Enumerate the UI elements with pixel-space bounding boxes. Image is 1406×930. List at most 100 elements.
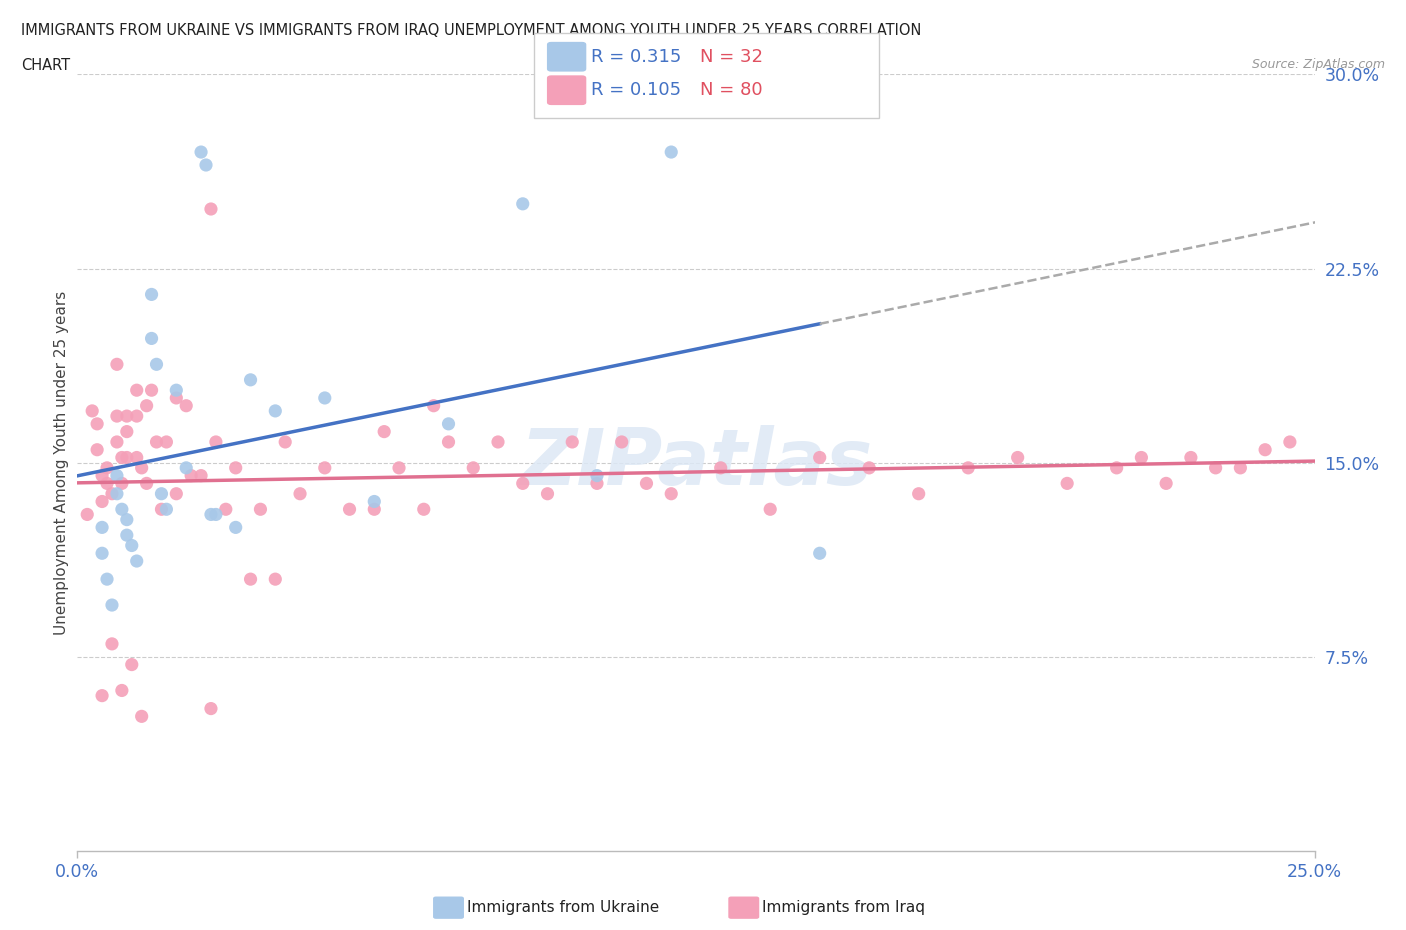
Point (225, 460, 247, 475)
Point (121, 658, 143, 672)
Point (86, 443, 108, 458)
Point (463, 460, 485, 475)
Point (165, 391, 187, 405)
Text: CHART: CHART (21, 58, 70, 73)
Point (101, 636, 124, 651)
Point (610, 434, 633, 449)
Point (91, 520, 114, 535)
Point (145, 357, 167, 372)
Point (76, 507, 98, 522)
Point (1056, 476, 1078, 491)
Point (858, 460, 880, 475)
Point (150, 486, 173, 501)
Point (101, 598, 124, 613)
Point (190, 468, 212, 483)
Point (200, 507, 222, 522)
Point (512, 476, 534, 491)
Point (1180, 450, 1202, 465)
Point (808, 450, 831, 465)
Point (91, 494, 114, 509)
Point (957, 460, 980, 475)
Point (388, 460, 411, 475)
Point (165, 383, 187, 398)
Point (586, 468, 609, 483)
Point (536, 486, 558, 501)
Point (808, 546, 831, 561)
Point (373, 424, 395, 439)
Point (225, 520, 247, 535)
Point (200, 701, 222, 716)
Point (190, 144, 212, 160)
Text: Immigrants from Ukraine: Immigrants from Ukraine (467, 900, 659, 915)
Point (180, 468, 202, 483)
Point (96, 572, 118, 587)
Point (111, 450, 134, 465)
Point (759, 502, 782, 517)
Point (1205, 460, 1227, 475)
Text: R = 0.315: R = 0.315 (591, 47, 681, 66)
Point (155, 434, 177, 449)
Point (111, 502, 134, 517)
Point (115, 512, 138, 527)
Point (437, 417, 460, 432)
Text: N = 32: N = 32 (700, 47, 763, 66)
Point (115, 450, 138, 465)
Point (141, 383, 163, 398)
Text: ZIPatlas: ZIPatlas (520, 425, 872, 500)
Point (363, 502, 385, 517)
Text: N = 80: N = 80 (700, 81, 763, 100)
Point (145, 434, 167, 449)
Point (1254, 443, 1277, 458)
Point (205, 434, 228, 449)
Point (1278, 434, 1301, 449)
Point (141, 287, 163, 302)
Point (91, 546, 114, 561)
Text: Source: ZipAtlas.com: Source: ZipAtlas.com (1251, 58, 1385, 71)
Point (125, 408, 148, 423)
Point (135, 476, 157, 491)
Point (561, 434, 583, 449)
Point (125, 450, 148, 465)
Point (135, 398, 157, 413)
Point (636, 476, 658, 491)
Point (115, 408, 138, 423)
Point (314, 391, 336, 405)
Point (239, 372, 262, 387)
Y-axis label: Unemployment Among Youth under 25 years: Unemployment Among Youth under 25 years (53, 290, 69, 635)
Point (111, 683, 134, 698)
Point (91, 468, 114, 483)
Text: IMMIGRANTS FROM UKRAINE VS IMMIGRANTS FROM IRAQ UNEMPLOYMENT AMONG YOUTH UNDER 2: IMMIGRANTS FROM UKRAINE VS IMMIGRANTS FR… (21, 23, 921, 38)
Point (1007, 450, 1029, 465)
Point (105, 468, 128, 483)
Point (659, 144, 682, 160)
Point (195, 157, 218, 172)
Point (239, 572, 262, 587)
Point (1229, 460, 1251, 475)
Point (111, 476, 134, 491)
Point (1105, 460, 1128, 475)
Point (105, 434, 128, 449)
Point (105, 486, 128, 501)
Point (586, 476, 609, 491)
Point (249, 502, 271, 517)
Point (125, 383, 148, 398)
Point (437, 434, 460, 449)
Point (96, 476, 118, 491)
Point (1154, 476, 1177, 491)
Point (710, 460, 733, 475)
Point (105, 408, 128, 423)
Point (174, 460, 197, 475)
Point (91, 688, 114, 703)
Point (363, 494, 385, 509)
Point (150, 502, 173, 517)
Point (82, 404, 104, 418)
Point (141, 331, 163, 346)
Point (125, 553, 148, 568)
Point (907, 486, 929, 501)
Point (1130, 450, 1153, 465)
Point (86, 417, 108, 432)
Point (174, 398, 197, 413)
Point (659, 486, 682, 501)
Point (339, 502, 361, 517)
Point (274, 434, 297, 449)
